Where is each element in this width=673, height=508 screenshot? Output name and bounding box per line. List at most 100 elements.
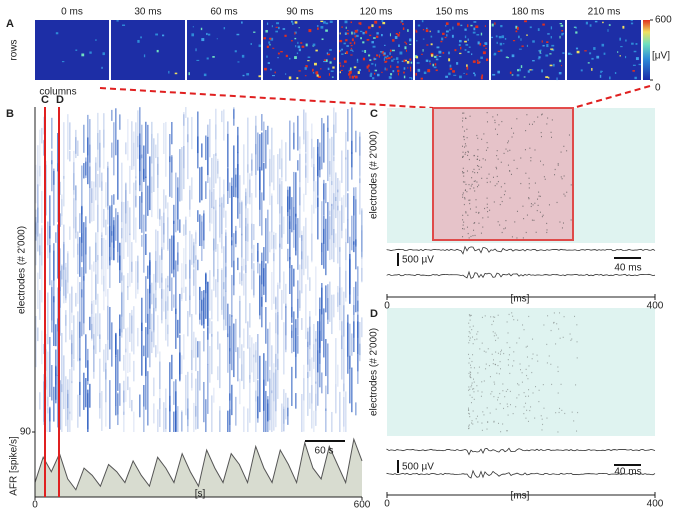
heatmap-speck	[634, 51, 637, 52]
heatmap-speck	[404, 76, 405, 79]
heatmap-speck	[371, 24, 373, 27]
spike	[483, 158, 484, 159]
spike	[495, 185, 496, 186]
raster-strip	[305, 284, 307, 339]
heatmap-speck	[485, 25, 486, 27]
spike	[563, 194, 564, 195]
spike	[504, 183, 505, 184]
raster-strip	[299, 265, 301, 308]
heatmap-speck	[263, 37, 266, 39]
raster-strip	[103, 209, 105, 227]
heatmap-speck	[483, 45, 485, 47]
heatmap-speck	[478, 41, 480, 44]
raster-strip	[281, 404, 283, 432]
spike	[536, 232, 537, 233]
spike	[467, 227, 468, 228]
raster-strip	[111, 205, 113, 260]
heatmap-speck	[272, 25, 273, 27]
heatmap-speck	[524, 76, 526, 77]
heatmap-speck	[527, 45, 528, 47]
raster-strip	[269, 232, 271, 253]
raster-strip	[91, 324, 93, 339]
heatmap-speck	[465, 36, 466, 39]
heatmap-speck	[285, 73, 286, 74]
heatmap-speck	[636, 43, 638, 45]
heatmap-speck	[540, 50, 542, 51]
scale-label: 40 ms	[614, 263, 641, 274]
zoom-line	[573, 86, 650, 108]
spike	[487, 112, 488, 113]
spike	[492, 354, 493, 355]
raster-strip	[267, 210, 269, 264]
raster-strip	[265, 130, 267, 169]
raster-strip	[111, 110, 113, 121]
raster-strip	[265, 263, 267, 302]
raster-strip	[355, 282, 357, 313]
heatmap-frame	[35, 20, 109, 80]
raster-strip	[325, 285, 327, 312]
spike	[516, 342, 517, 343]
spike	[545, 179, 546, 180]
heatmap-speck	[393, 59, 395, 60]
heatmap-speck	[459, 76, 462, 79]
heatmap-speck	[453, 75, 456, 76]
heatmap-speck	[241, 22, 243, 24]
spike	[494, 120, 495, 121]
spike	[507, 142, 508, 143]
raster-strip	[87, 115, 89, 156]
raster-strip	[51, 280, 53, 320]
spike	[502, 201, 503, 202]
y-axis-label: rows	[9, 39, 20, 60]
heatmap-speck	[212, 56, 214, 58]
spike	[463, 152, 464, 153]
spike	[492, 116, 493, 117]
heatmap-speck	[329, 73, 330, 76]
heatmap-speck	[502, 35, 504, 38]
heatmap-speck	[460, 25, 462, 26]
heatmap-speck	[332, 77, 334, 78]
spike	[469, 340, 470, 341]
spike	[472, 184, 473, 185]
raster-strip	[133, 143, 135, 170]
spike	[477, 331, 478, 332]
heatmap-speck	[450, 68, 453, 70]
spike	[502, 390, 503, 391]
heatmap-speck	[590, 24, 592, 26]
spike	[478, 185, 479, 186]
raster-strip	[271, 390, 273, 432]
raster-strip	[55, 366, 57, 400]
raster-strip	[311, 124, 313, 168]
spike	[472, 171, 473, 172]
spike	[552, 119, 553, 120]
raster-strip	[191, 117, 193, 149]
heatmap-speck	[381, 34, 383, 36]
heatmap-speck	[341, 49, 343, 51]
heatmap-speck	[283, 28, 286, 30]
heatmap-speck	[297, 42, 298, 44]
heatmap-speck	[452, 27, 453, 30]
spike	[532, 358, 533, 359]
raster-strip	[135, 122, 137, 178]
raster-strip	[301, 318, 303, 330]
spike	[563, 337, 564, 338]
spike	[542, 424, 543, 425]
raster-strip	[307, 328, 309, 347]
raster-strip	[177, 253, 179, 265]
heatmap-speck	[193, 26, 194, 27]
raster-strip	[243, 407, 245, 432]
raster-strip	[103, 113, 105, 147]
heatmap-speck	[481, 74, 483, 76]
spike	[569, 134, 570, 135]
spike	[539, 390, 540, 391]
spike	[470, 188, 471, 189]
spike	[475, 235, 476, 236]
heatmap-speck	[365, 31, 367, 34]
heatmap-speck	[424, 72, 427, 74]
spike	[475, 199, 476, 200]
raster-strip	[131, 316, 133, 334]
spike	[470, 320, 471, 321]
raster-strip	[215, 210, 217, 249]
heatmap-speck	[528, 70, 530, 72]
spike	[468, 386, 469, 387]
raster-strip	[249, 303, 251, 327]
